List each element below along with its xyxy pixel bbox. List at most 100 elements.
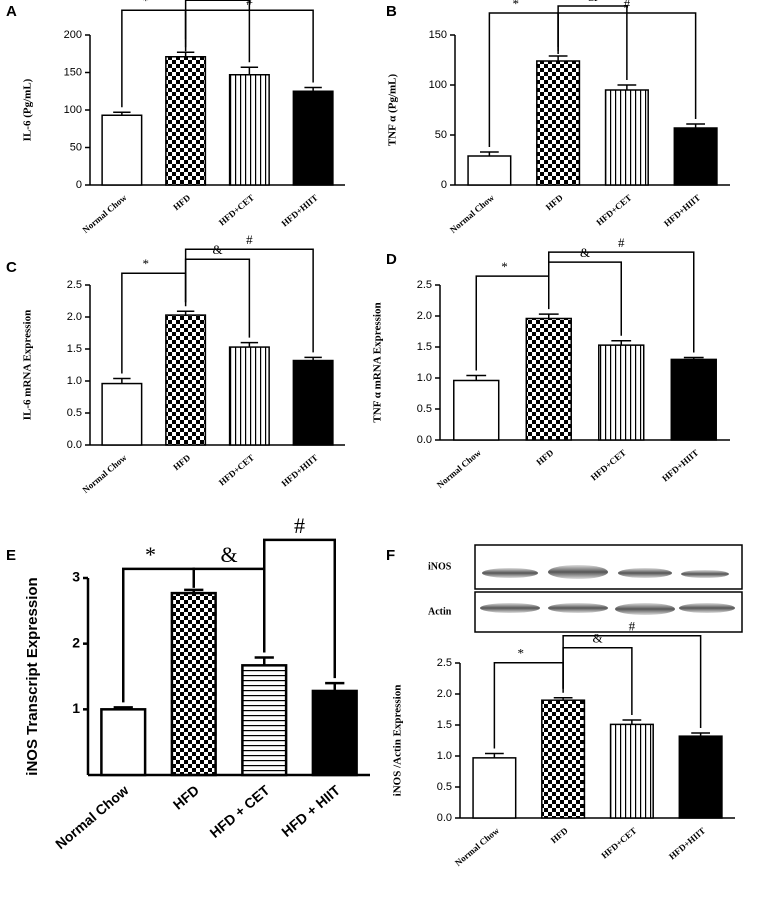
y-tick-label: 100 xyxy=(429,79,447,91)
y-tick-label: 1.5 xyxy=(417,341,432,353)
significance-label: # xyxy=(294,513,305,538)
bar xyxy=(670,358,717,441)
bar xyxy=(101,114,143,186)
bar xyxy=(673,127,718,186)
significance-label: # xyxy=(246,0,253,8)
y-tick-label: 0.0 xyxy=(437,812,452,824)
y-axis-label: IL-6 mRNA Expression xyxy=(22,310,34,420)
y-tick-label: 150 xyxy=(64,66,82,78)
significance-label: & xyxy=(592,631,602,646)
bar xyxy=(228,346,270,446)
y-tick-label: 2.5 xyxy=(67,279,82,291)
panel-label: B xyxy=(386,3,397,20)
y-tick-label: 2.0 xyxy=(67,311,82,323)
bar xyxy=(292,359,334,446)
y-tick-label: 1.5 xyxy=(437,719,452,731)
x-tick-label: Normal Chow xyxy=(435,447,483,490)
y-tick-label: 50 xyxy=(435,129,447,141)
y-axis-label: iNOS /Actin Expression xyxy=(392,685,404,797)
y-tick-label: 2.5 xyxy=(417,279,432,291)
bar xyxy=(101,382,143,446)
y-tick-label: 0 xyxy=(441,179,447,191)
x-tick-label: HFD+HIIT xyxy=(660,447,700,483)
bar xyxy=(241,664,288,777)
panel-label: A xyxy=(6,3,17,20)
y-tick-label: 2 xyxy=(72,634,80,650)
panel-label: F xyxy=(386,547,395,564)
bar xyxy=(165,56,207,186)
y-axis-label: TNF α (Pg/mL) xyxy=(387,74,399,147)
significance-label: & xyxy=(587,0,597,4)
x-tick-label: Normal Chow xyxy=(448,192,496,235)
y-tick-label: 100 xyxy=(64,104,82,116)
bar xyxy=(678,735,723,819)
y-tick-label: 2.5 xyxy=(437,657,452,669)
significance-label: * xyxy=(143,0,150,8)
y-tick-label: 0 xyxy=(76,179,82,191)
bar xyxy=(292,90,334,186)
x-tick-label: HFD+HIIT xyxy=(667,825,707,861)
y-tick-label: 0.0 xyxy=(67,439,82,451)
y-tick-label: 1.0 xyxy=(417,372,432,384)
x-tick-label: HFD xyxy=(170,782,202,813)
bar xyxy=(598,344,645,441)
x-tick-label: HFD+HIIT xyxy=(279,452,319,488)
y-tick-label: 150 xyxy=(429,29,447,41)
y-tick-label: 2.0 xyxy=(417,310,432,322)
bar xyxy=(100,708,147,777)
significance-label: * xyxy=(513,0,520,11)
bar xyxy=(228,74,270,186)
x-tick-label: HFD xyxy=(171,192,192,212)
y-axis-label: iNOS Transcript Expression xyxy=(24,577,41,775)
y-tick-label: 0.5 xyxy=(67,407,82,419)
x-tick-label: HFD + HIIT xyxy=(278,782,343,840)
y-tick-label: 1.0 xyxy=(67,375,82,387)
x-tick-label: HFD+CET xyxy=(599,825,638,860)
significance-bracket xyxy=(548,251,695,353)
y-tick-label: 0.0 xyxy=(417,434,432,446)
western-blot: iNOS Actin xyxy=(428,544,743,633)
y-tick-label: 2.0 xyxy=(437,688,452,700)
significance-label: * xyxy=(145,542,156,567)
significance-bracket xyxy=(557,12,697,119)
significance-bracket xyxy=(263,538,336,679)
y-axis-label: IL-6 (Pg/mL) xyxy=(22,78,34,141)
panel-label: D xyxy=(386,251,397,268)
x-tick-label: Normal Chow xyxy=(453,825,501,868)
bar xyxy=(525,317,572,441)
y-axis-label: TNF α mRNA Expression xyxy=(372,302,384,422)
bar xyxy=(609,723,654,819)
significance-label: * xyxy=(143,256,150,271)
significance-bracket xyxy=(562,634,702,729)
x-tick-label: HFD xyxy=(171,452,192,472)
y-tick-label: 200 xyxy=(64,29,82,41)
y-tick-label: 0.5 xyxy=(437,781,452,793)
bar xyxy=(453,379,500,441)
y-tick-label: 1 xyxy=(72,700,80,716)
significance-label: # xyxy=(629,619,636,634)
significance-bracket xyxy=(184,9,314,83)
significance-label: # xyxy=(618,235,625,250)
x-tick-label: HFD xyxy=(544,192,565,212)
significance-label: * xyxy=(518,646,525,661)
significance-label: & xyxy=(220,542,237,567)
panel-label: C xyxy=(6,259,17,276)
x-tick-label: HFD xyxy=(549,825,570,845)
y-tick-label: 1.5 xyxy=(67,343,82,355)
significance-bracket xyxy=(184,248,314,353)
x-tick-label: HFD+CET xyxy=(217,192,256,227)
y-tick-label: 50 xyxy=(70,141,82,153)
x-tick-label: Normal Chow xyxy=(52,782,131,852)
x-tick-label: HFD+CET xyxy=(594,192,633,227)
y-tick-label: 3 xyxy=(72,569,80,585)
bar xyxy=(170,591,217,777)
bar xyxy=(472,757,517,819)
significance-label: # xyxy=(624,0,631,11)
bar xyxy=(311,689,358,777)
x-tick-label: HFD+CET xyxy=(589,447,628,482)
x-tick-label: HFD + CET xyxy=(207,782,273,841)
bar xyxy=(541,699,586,819)
x-tick-label: HFD xyxy=(534,447,555,467)
blot-label: iNOS xyxy=(428,561,452,572)
